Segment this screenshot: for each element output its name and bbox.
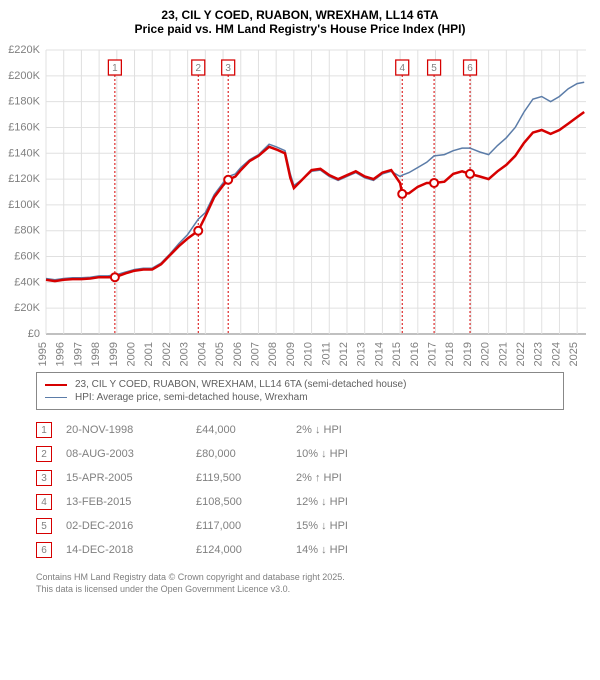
marker-ref-box: 5 — [36, 518, 52, 534]
svg-text:£0: £0 — [28, 328, 40, 340]
tx-date: 15-APR-2005 — [66, 472, 196, 484]
tx-delta: 10% ↓ HPI — [296, 448, 416, 460]
svg-text:1995: 1995 — [37, 342, 49, 366]
svg-text:2006: 2006 — [232, 342, 244, 366]
tx-date: 13-FEB-2015 — [66, 496, 196, 508]
tx-delta: 14% ↓ HPI — [296, 544, 416, 556]
table-row: 6 14-DEC-2018£124,00014% ↓ HPI — [36, 538, 564, 562]
svg-text:2023: 2023 — [533, 342, 545, 366]
tx-price: £108,500 — [196, 496, 296, 508]
svg-text:2017: 2017 — [427, 342, 439, 366]
table-row: 2 08-AUG-2003£80,00010% ↓ HPI — [36, 442, 564, 466]
tx-price: £117,000 — [196, 520, 296, 532]
svg-text:1999: 1999 — [108, 342, 120, 366]
tx-delta: 2% ↑ HPI — [296, 472, 416, 484]
svg-text:2012: 2012 — [338, 342, 350, 366]
tx-price: £124,000 — [196, 544, 296, 556]
line-chart: £0 £20K £40K £60K £80K £100K £120K £140K £160K £1… — [0, 42, 600, 366]
marker-ref-box: 3 — [36, 470, 52, 486]
svg-text:1: 1 — [112, 63, 118, 74]
page-subtitle: Price paid vs. HM Land Registry's House … — [0, 22, 600, 42]
marker-ref-box: 2 — [36, 446, 52, 462]
svg-text:£140K: £140K — [8, 147, 40, 159]
tx-date: 14-DEC-2018 — [66, 544, 196, 556]
svg-text:1998: 1998 — [90, 342, 102, 366]
svg-text:2005: 2005 — [214, 342, 226, 366]
svg-text:2004: 2004 — [196, 342, 208, 366]
svg-text:2021: 2021 — [497, 342, 509, 366]
marker-ref-box: 1 — [36, 422, 52, 438]
svg-text:1997: 1997 — [72, 342, 84, 366]
svg-text:5: 5 — [431, 63, 437, 74]
svg-text:2007: 2007 — [249, 342, 261, 366]
svg-text:3: 3 — [225, 63, 231, 74]
svg-text:2018: 2018 — [444, 342, 456, 366]
svg-text:£100K: £100K — [8, 199, 40, 211]
svg-text:2010: 2010 — [303, 342, 315, 366]
legend-label: 23, CIL Y COED, RUABON, WREXHAM, LL14 6T… — [75, 379, 406, 390]
tx-date: 20-NOV-1998 — [66, 424, 196, 436]
table-row: 1 20-NOV-1998£44,0002% ↓ HPI — [36, 418, 564, 442]
svg-text:£180K: £180K — [8, 96, 40, 108]
tx-price: £119,500 — [196, 472, 296, 484]
svg-text:2015: 2015 — [391, 342, 403, 366]
svg-text:£120K: £120K — [8, 173, 40, 185]
svg-text:2020: 2020 — [480, 342, 492, 366]
svg-text:2025: 2025 — [568, 342, 580, 366]
legend: 23, CIL Y COED, RUABON, WREXHAM, LL14 6T… — [36, 372, 564, 410]
legend-item: 23, CIL Y COED, RUABON, WREXHAM, LL14 6T… — [45, 378, 555, 391]
svg-text:2: 2 — [195, 63, 201, 74]
legend-label: HPI: Average price, semi-detached house,… — [75, 392, 308, 403]
legend-swatch — [45, 384, 67, 386]
legend-swatch — [45, 397, 67, 398]
transaction-table: 120-NOV-1998£44,0002% ↓ HPI208-AUG-2003£… — [36, 418, 564, 562]
footer: Contains HM Land Registry data © Crown c… — [36, 572, 564, 595]
footer-line: Contains HM Land Registry data © Crown c… — [36, 572, 564, 584]
svg-text:2016: 2016 — [409, 342, 421, 366]
svg-text:2019: 2019 — [462, 342, 474, 366]
svg-text:2011: 2011 — [320, 342, 332, 366]
legend-item: HPI: Average price, semi-detached house,… — [45, 391, 555, 404]
table-row: 5 02-DEC-2016£117,00015% ↓ HPI — [36, 514, 564, 538]
tx-delta: 15% ↓ HPI — [296, 520, 416, 532]
svg-text:6: 6 — [467, 63, 473, 74]
svg-text:2003: 2003 — [179, 342, 191, 366]
tx-delta: 12% ↓ HPI — [296, 496, 416, 508]
svg-text:2022: 2022 — [515, 342, 527, 366]
svg-text:£40K: £40K — [14, 276, 40, 288]
marker-ref-box: 4 — [36, 494, 52, 510]
table-row: 3 15-APR-2005£119,5002% ↑ HPI — [36, 466, 564, 490]
svg-text:1996: 1996 — [55, 342, 67, 366]
svg-text:2013: 2013 — [356, 342, 368, 366]
tx-date: 08-AUG-2003 — [66, 448, 196, 460]
svg-text:2009: 2009 — [285, 342, 297, 366]
marker-ref-box: 6 — [36, 542, 52, 558]
chart-area: £0 £20K £40K £60K £80K £100K £120K £140K £160K £1… — [0, 42, 600, 366]
svg-text:2000: 2000 — [126, 342, 138, 366]
page-title: 23, CIL Y COED, RUABON, WREXHAM, LL14 6T… — [0, 0, 600, 22]
tx-price: £44,000 — [196, 424, 296, 436]
svg-text:£60K: £60K — [14, 251, 40, 263]
footer-line: This data is licensed under the Open Gov… — [36, 584, 564, 596]
svg-text:£20K: £20K — [14, 302, 40, 314]
table-row: 4 13-FEB-2015£108,50012% ↓ HPI — [36, 490, 564, 514]
tx-delta: 2% ↓ HPI — [296, 424, 416, 436]
svg-text:2002: 2002 — [161, 342, 173, 366]
svg-text:2008: 2008 — [267, 342, 279, 366]
svg-text:2014: 2014 — [373, 342, 385, 366]
svg-text:£160K: £160K — [8, 121, 40, 133]
tx-date: 02-DEC-2016 — [66, 520, 196, 532]
svg-text:£220K: £220K — [8, 44, 40, 56]
svg-text:£80K: £80K — [14, 225, 40, 237]
svg-text:£200K: £200K — [8, 70, 40, 82]
svg-text:2001: 2001 — [143, 342, 155, 366]
svg-text:4: 4 — [399, 63, 405, 74]
svg-text:2024: 2024 — [550, 342, 562, 366]
tx-price: £80,000 — [196, 448, 296, 460]
